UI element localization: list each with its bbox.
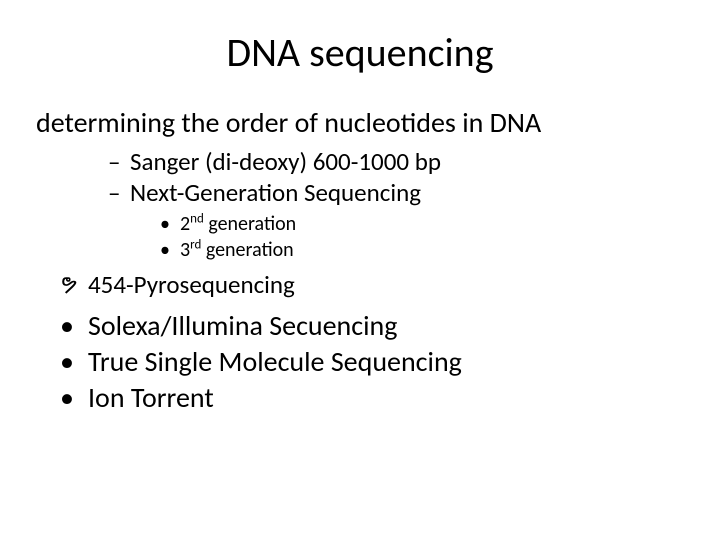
dot-bullet-icon: • [160,211,180,237]
level2-item: • 2nd generation [160,211,690,237]
level2-item: • 3rd generation [160,237,690,263]
bottom-text: Ion Torrent [88,380,214,416]
bottom-text: Solexa/Illumina Secuencing [88,308,397,344]
list-level-2: • 2nd generation • 3rd generation [160,211,690,263]
level1-text: Next-Generation Sequencing [130,177,421,208]
slide-title: DNA sequencing [30,28,690,77]
bottom-item: • True Single Molecule Sequencing [60,344,690,380]
dot-bullet-icon: • [60,308,88,344]
wave-bullet-icon: ຯ [60,269,88,300]
level2-text: 2nd generation [180,211,296,237]
dot-bullet-icon: • [160,237,180,263]
bottom-item: • Solexa/Illumina Secuencing [60,308,690,344]
level2-text: 3rd generation [180,237,294,263]
dot-bullet-icon: • [60,344,88,380]
dash-bullet-icon: – [108,146,130,177]
bottom-list: • Solexa/Illumina Secuencing • True Sing… [60,308,690,417]
level1-text: Sanger (di-deoxy) 600-1000 bp [130,146,441,177]
level1-item: – Sanger (di-deoxy) 600-1000 bp [108,146,690,177]
slide-subtitle: determining the order of nucleotides in … [36,105,690,140]
list-level-1: – Sanger (di-deoxy) 600-1000 bp – Next-G… [108,146,690,209]
bottom-item: • Ion Torrent [60,380,690,416]
bottom-text: True Single Molecule Sequencing [88,344,462,380]
wave-item: ຯ 454-Pyrosequencing [60,269,690,300]
level1-item: – Next-Generation Sequencing [108,177,690,208]
dot-bullet-icon: • [60,380,88,416]
wave-text: 454-Pyrosequencing [88,269,295,300]
dash-bullet-icon: – [108,177,130,208]
